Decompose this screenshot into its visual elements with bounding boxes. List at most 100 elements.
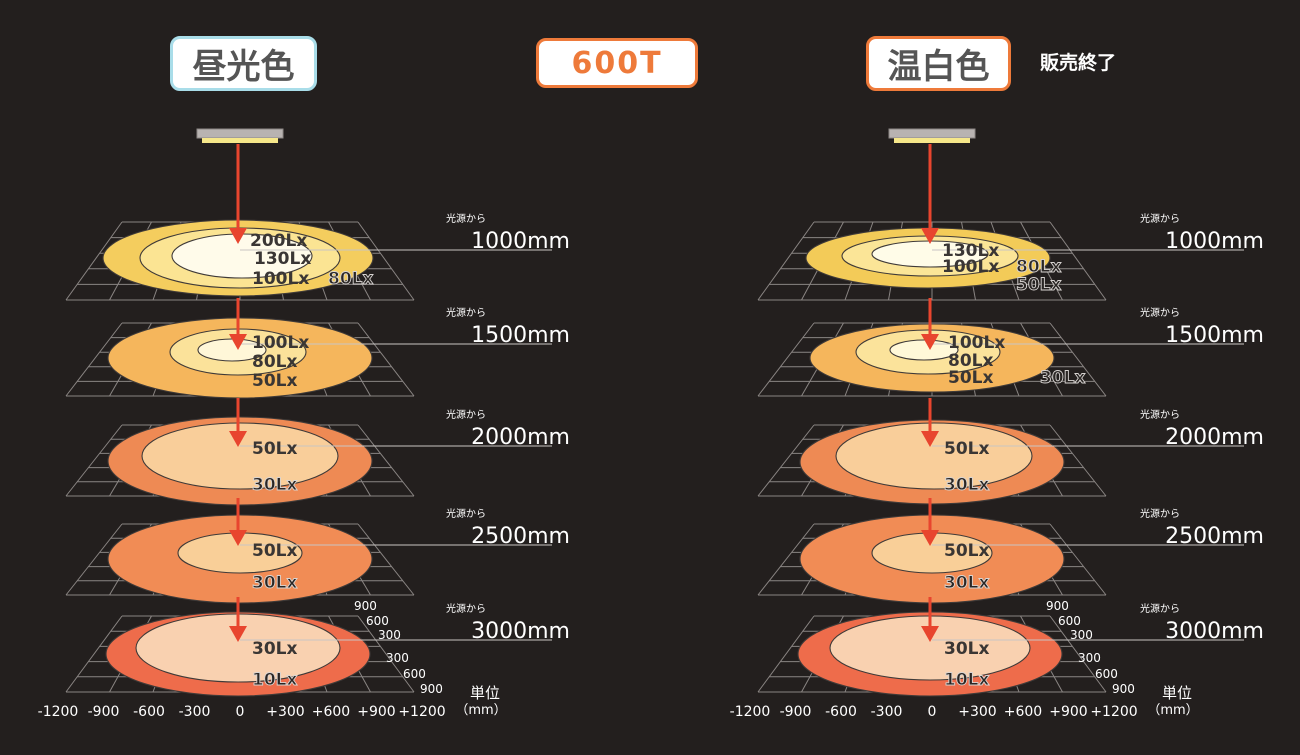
lux-label: 50Lx [252, 371, 297, 391]
distance-caption: 光源から [1140, 507, 1180, 520]
depth-tick: 600 [366, 614, 389, 628]
lux-label: 50Lx [1016, 275, 1061, 295]
lux-label: 130Lx [942, 241, 999, 261]
distance-caption: 光源から [446, 507, 486, 520]
x-axis-tick: -300 [871, 704, 903, 720]
x-axis-tick: +1200 [398, 704, 445, 720]
lux-label: 80Lx [328, 269, 373, 289]
lux-label: 130Lx [254, 249, 311, 269]
depth-tick: 300 [386, 651, 409, 665]
distance-value: 1000mm [471, 229, 570, 254]
distance-caption: 光源から [446, 408, 486, 421]
model-label: 600T [536, 38, 698, 88]
illuminance-zone [835, 422, 1033, 490]
arrow-head [921, 431, 939, 447]
x-axis-tick: +300 [266, 704, 304, 720]
lux-label: 50Lx [252, 439, 297, 459]
x-axis-tick: +900 [357, 704, 395, 720]
x-axis-tick: -600 [825, 704, 857, 720]
distance-value: 3000mm [471, 619, 570, 644]
x-axis-tick: +900 [1049, 704, 1087, 720]
lux-label: 100Lx [942, 257, 999, 277]
arrow-head [229, 334, 247, 350]
lux-label: 100Lx [252, 333, 309, 353]
unit-value: （mm） [1147, 703, 1198, 718]
x-axis-tick: 0 [928, 704, 937, 720]
x-axis-tick: -900 [780, 704, 812, 720]
depth-tick: 300 [1070, 628, 1093, 642]
light-fixture [196, 128, 284, 139]
lux-label: 50Lx [252, 541, 297, 561]
distance-value: 2500mm [471, 524, 570, 549]
distance-caption: 光源から [1140, 408, 1180, 421]
illuminance-zone [141, 422, 339, 490]
lux-label: 80Lx [1016, 257, 1061, 277]
arrow-head [921, 530, 939, 546]
depth-tick: 900 [354, 599, 377, 613]
x-axis-tick: -600 [133, 704, 165, 720]
lux-label: 30Lx [1040, 368, 1085, 388]
arrow-head [921, 228, 939, 244]
x-axis-tick: +600 [1004, 704, 1042, 720]
x-axis-tick: -900 [88, 704, 120, 720]
distance-caption: 光源から [446, 306, 486, 319]
arrow-head [229, 530, 247, 546]
arrow-head [921, 334, 939, 350]
distance-caption: 光源から [1140, 212, 1180, 225]
x-axis-tick: -1200 [730, 704, 771, 720]
lux-label: 30Lx [252, 573, 297, 593]
depth-tick: 300 [1078, 651, 1101, 665]
lux-label: 50Lx [944, 541, 989, 561]
lux-label: 80Lx [252, 352, 297, 372]
arrow-head [229, 626, 247, 642]
distance-value: 1500mm [1165, 323, 1264, 348]
lux-label: 50Lx [948, 368, 993, 388]
x-axis-tick: +300 [958, 704, 996, 720]
discontinued-note: 販売終了 [1040, 52, 1117, 74]
arrow-head [921, 626, 939, 642]
lux-label: 200Lx [250, 231, 307, 251]
lux-label: 30Lx [944, 573, 989, 593]
depth-tick: 900 [1112, 682, 1135, 696]
illuminance-zone [889, 339, 959, 361]
lux-label: 100Lx [252, 269, 309, 289]
lux-label: 30Lx [252, 639, 297, 659]
lux-label: 30Lx [944, 475, 989, 495]
lux-label: 10Lx [944, 670, 989, 690]
distance-value: 2000mm [471, 425, 570, 450]
lux-label: 80Lx [948, 351, 993, 371]
distance-value: 1000mm [1165, 229, 1264, 254]
x-axis-tick: -300 [179, 704, 211, 720]
distance-caption: 光源から [1140, 602, 1180, 615]
daylight-label: 昼光色 [170, 36, 317, 91]
x-axis-tick: -1200 [38, 704, 79, 720]
depth-tick: 300 [378, 628, 401, 642]
light-emitter [894, 138, 970, 143]
warm-white-label: 温白色 [866, 36, 1011, 91]
light-fixture [888, 128, 976, 139]
light-emitter [202, 138, 278, 143]
distance-value: 3000mm [1165, 619, 1264, 644]
lux-label: 100Lx [948, 333, 1005, 353]
unit-value: （mm） [455, 703, 506, 718]
lux-label: 30Lx [944, 639, 989, 659]
x-axis-tick: +1200 [1090, 704, 1137, 720]
unit-label: 単位 [470, 684, 500, 702]
arrow-head [229, 431, 247, 447]
arrow-head [229, 228, 247, 244]
depth-tick: 600 [1095, 667, 1118, 681]
distance-value: 1500mm [471, 323, 570, 348]
distance-value: 2000mm [1165, 425, 1264, 450]
lux-label: 50Lx [944, 439, 989, 459]
depth-tick: 600 [1058, 614, 1081, 628]
depth-tick: 900 [1046, 599, 1069, 613]
distance-value: 2500mm [1165, 524, 1264, 549]
lux-label: 10Lx [252, 670, 297, 690]
x-axis-tick: 0 [236, 704, 245, 720]
distance-caption: 光源から [446, 212, 486, 225]
x-axis-tick: +600 [312, 704, 350, 720]
distance-caption: 光源から [1140, 306, 1180, 319]
depth-tick: 600 [403, 667, 426, 681]
lux-label: 30Lx [252, 475, 297, 495]
